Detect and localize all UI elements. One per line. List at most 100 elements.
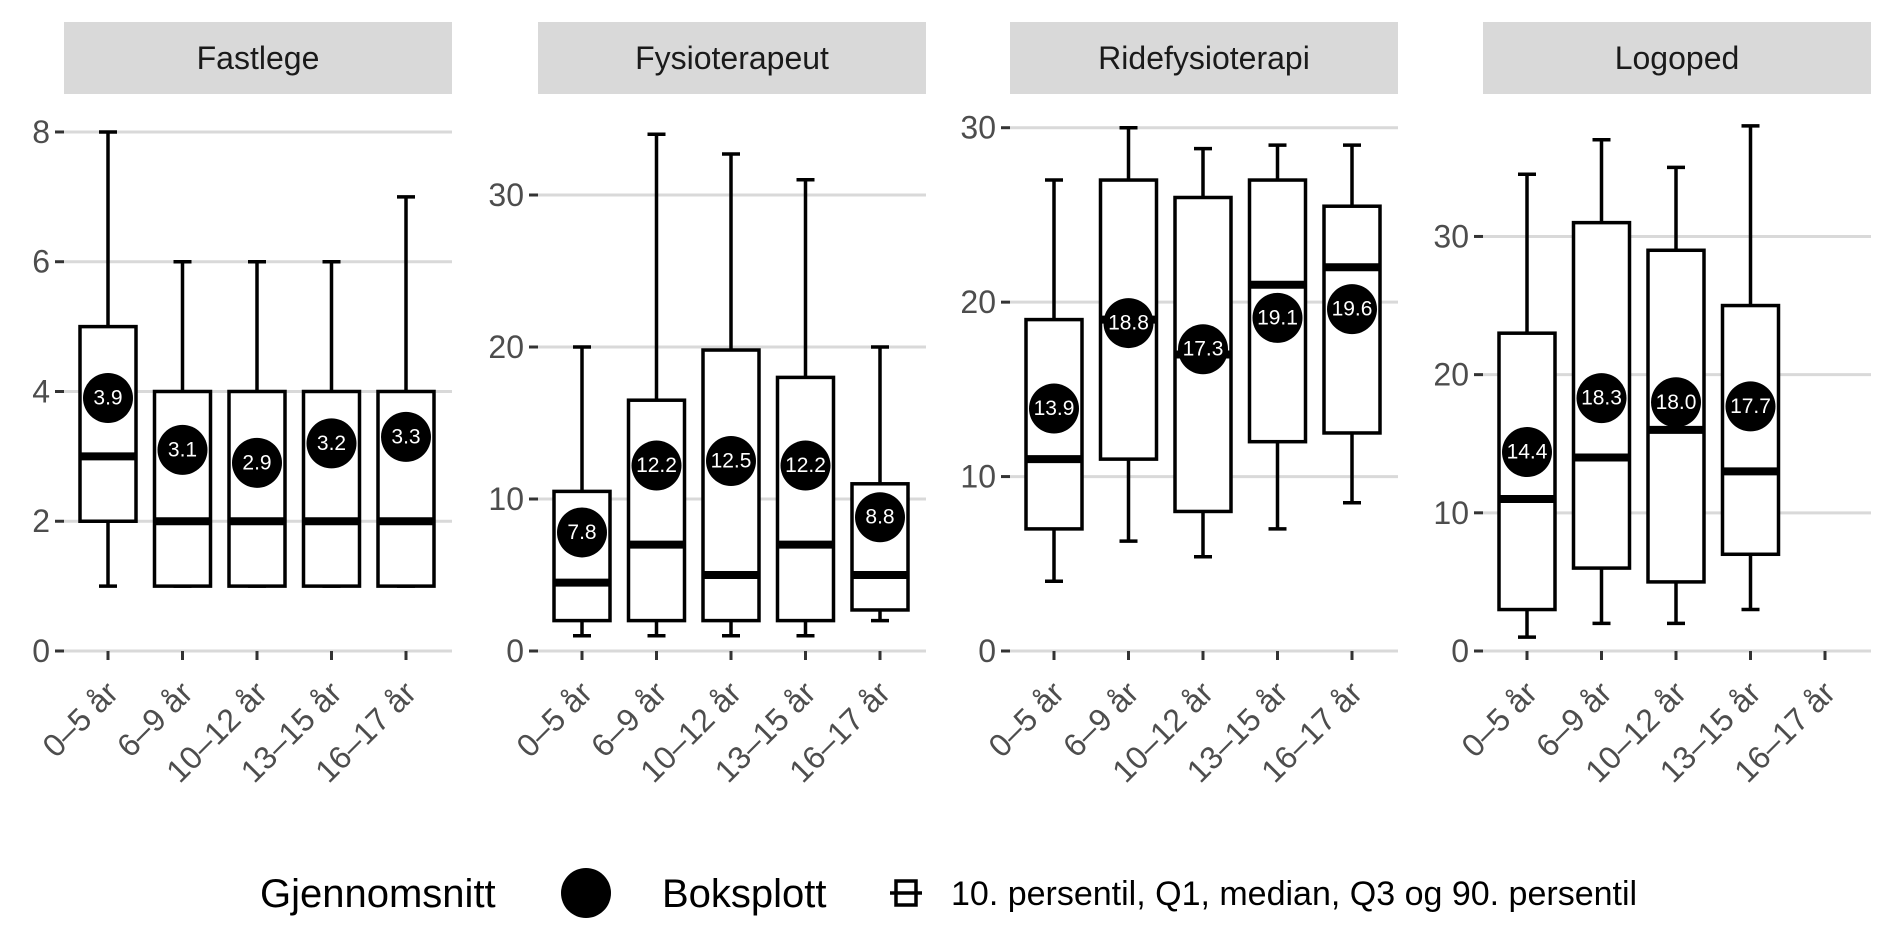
box-0-5-r: 7.8 <box>552 345 612 638</box>
mean-point <box>1576 373 1627 424</box>
box-10-12-r: 2.9 <box>227 259 287 588</box>
y-tick-label: 8 <box>32 114 50 150</box>
facet-strip <box>1010 22 1398 94</box>
y-tick-label: 30 <box>488 177 524 213</box>
box-16-17-r: 19.6 <box>1322 143 1382 505</box>
legend-mean-key <box>561 868 611 918</box>
y-tick-label: 4 <box>32 373 50 409</box>
mean-point <box>780 440 831 491</box>
mean-label: 7.8 <box>567 521 596 544</box>
y-tick-label: 6 <box>32 244 50 280</box>
mean-point <box>557 507 607 558</box>
y-tick-label: 10 <box>960 459 996 495</box>
mean-label: 13.9 <box>1034 397 1075 420</box>
iqr-box <box>78 324 138 523</box>
mean-point <box>381 411 431 462</box>
iqr-box <box>775 375 836 623</box>
y-tick-label: 2 <box>32 503 50 539</box>
mean-label: 12.5 <box>711 450 752 473</box>
mean-label: 12.2 <box>785 454 826 477</box>
y-tick-label: 0 <box>32 633 50 669</box>
mean-label: 18.8 <box>1108 312 1149 335</box>
mean-point <box>1725 381 1776 432</box>
mean-label: 12.2 <box>636 454 677 477</box>
iqr-box <box>152 389 213 588</box>
box-16-17-r: 8.8 <box>850 345 910 623</box>
mean-label: 2.9 <box>242 451 271 474</box>
y-tick-label: 0 <box>1451 633 1469 669</box>
mean-point <box>232 437 282 488</box>
box-13-15-r: 19.1 <box>1247 143 1308 531</box>
box-10-12-r: 12.5 <box>701 152 761 638</box>
iqr-box <box>626 398 687 623</box>
facet-title: Ridefysioterapi <box>1098 40 1310 76</box>
mean-point <box>83 372 133 423</box>
facet-title: Fastlege <box>197 40 320 76</box>
x-tick-label: 0–5 år <box>35 674 125 764</box>
legend-box-title: Boksplott <box>662 872 827 916</box>
mean-label: 3.1 <box>168 438 197 461</box>
mean-label: 18.0 <box>1656 391 1697 414</box>
box-0-5-r: 3.9 <box>78 130 138 588</box>
legend-mean-title: Gjennomsnitt <box>260 872 496 916</box>
box-0-5-r: 13.9 <box>1024 178 1084 583</box>
mean-point <box>1103 298 1154 349</box>
box-16-17-r: 3.3 <box>376 195 436 588</box>
legend-box-description: 10. persentil, Q1, median, Q3 og 90. per… <box>951 875 1637 913</box>
box-10-12-r: 17.3 <box>1173 146 1233 559</box>
y-tick-label: 10 <box>488 481 524 517</box>
mean-label: 19.1 <box>1257 306 1298 329</box>
mean-point <box>157 424 208 475</box>
mean-point <box>855 492 905 543</box>
mean-label: 14.4 <box>1507 441 1548 464</box>
y-tick-label: 30 <box>960 110 996 146</box>
iqr-box <box>227 389 287 588</box>
box-6-9-r: 18.3 <box>1571 137 1632 626</box>
mean-label: 8.8 <box>865 506 894 529</box>
mean-point <box>306 418 357 469</box>
mean-point <box>1029 383 1079 434</box>
mean-point <box>1651 377 1701 428</box>
y-tick-label: 20 <box>1433 357 1469 393</box>
mean-point <box>1252 292 1303 343</box>
box-6-9-r: 12.2 <box>626 132 687 638</box>
y-tick-label: 20 <box>488 329 524 365</box>
facet-strip <box>64 22 452 94</box>
facet-title: Logoped <box>1615 40 1740 76</box>
mean-point <box>1178 324 1228 375</box>
y-tick-label: 20 <box>960 284 996 320</box>
mean-label: 18.3 <box>1581 387 1622 410</box>
mean-label: 17.7 <box>1730 395 1771 418</box>
x-tick-label: 0–5 år <box>981 674 1071 764</box>
mean-point <box>1502 427 1552 478</box>
y-tick-label: 0 <box>506 633 524 669</box>
box-6-9-r: 3.1 <box>152 259 213 588</box>
box-10-12-r: 18.0 <box>1646 165 1706 626</box>
y-tick-label: 0 <box>978 633 996 669</box>
box-13-15-r: 3.2 <box>301 259 362 588</box>
y-tick-label: 10 <box>1433 495 1469 531</box>
mean-label: 3.2 <box>317 432 346 455</box>
x-tick-label: 0–5 år <box>1454 674 1544 764</box>
box-13-15-r: 12.2 <box>775 178 836 638</box>
mean-point <box>1327 284 1377 335</box>
mean-label: 19.6 <box>1332 298 1373 321</box>
box-6-9-r: 18.8 <box>1098 125 1159 543</box>
facet-strip <box>1483 22 1871 94</box>
box-13-15-r: 17.7 <box>1720 124 1781 612</box>
mean-point <box>706 436 756 486</box>
mean-label: 3.3 <box>391 425 420 448</box>
mean-label: 17.3 <box>1183 338 1224 361</box>
facet-title: Fysioterapeut <box>635 40 829 76</box>
x-tick-label: 0–5 år <box>509 674 599 764</box>
mean-label: 3.9 <box>93 386 122 409</box>
legend: Gjennomsnitt Boksplott 10. persentil, Q1, … <box>260 868 1637 918</box>
facet-strip <box>538 22 926 94</box>
mean-point <box>631 440 682 491</box>
box-0-5-r: 14.4 <box>1497 172 1557 639</box>
